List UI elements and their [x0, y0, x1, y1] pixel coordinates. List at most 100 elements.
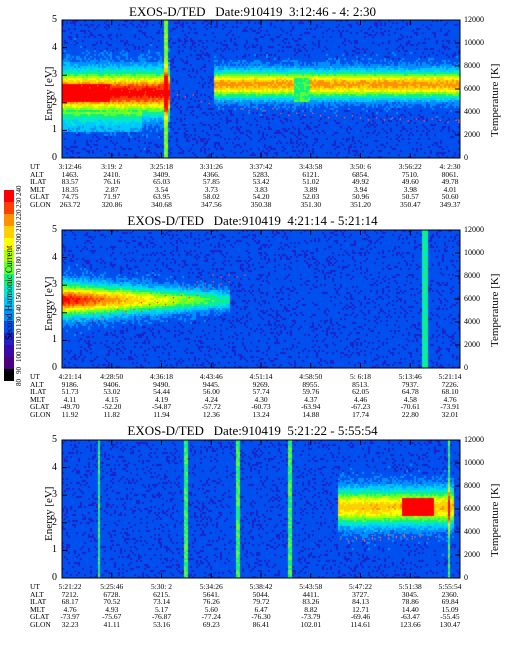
orbit-value: 2.87	[105, 184, 119, 194]
orbit-value: 74.75	[61, 192, 79, 202]
orbit-value: 4:36:18	[150, 372, 173, 381]
orbit-value: 79.72	[252, 597, 270, 607]
temperature-point	[97, 84, 99, 87]
temperature-point	[116, 315, 119, 317]
orbit-value: 123.66	[399, 620, 421, 629]
energy-tick-label: 3	[52, 279, 57, 291]
orbit-value: 2360.	[441, 589, 459, 599]
orbit-value: 102.01	[300, 620, 322, 629]
orbit-value: 64.78	[401, 387, 419, 397]
temperature-tick-label: 8000	[464, 61, 480, 70]
temperature-point	[152, 89, 155, 92]
energy-tick-label: 5	[52, 224, 57, 235]
orbit-value: 5:34:26	[199, 582, 223, 591]
orbit-value: 12.36	[202, 410, 220, 419]
orbit-value: 4.46	[353, 394, 368, 404]
temperature-point	[272, 107, 274, 110]
orbit-value: 50.96	[352, 192, 369, 202]
colorbar-segment	[4, 344, 14, 357]
orbit-value: 5:55:54	[438, 582, 462, 591]
orbit-row-label: ALT	[30, 589, 44, 599]
orbit-value: 9269.	[252, 379, 270, 389]
orbit-row-label: GLON	[30, 620, 51, 629]
temperature-point	[116, 308, 119, 311]
colorbar-segment	[4, 308, 14, 322]
orbit-value: 6728.	[103, 589, 121, 599]
orbit-row-label: MLT	[30, 394, 46, 404]
orbit-value: 351.30	[300, 200, 322, 209]
orbit-value: 68.10	[441, 387, 459, 397]
orbit-value: 86.41	[252, 620, 270, 629]
temperature-point	[192, 94, 195, 96]
orbit-value: 5283.	[252, 169, 270, 179]
orbit-value: 51.73	[61, 387, 79, 397]
temperature-point	[371, 538, 374, 540]
orbit-value: 15.09	[441, 604, 459, 614]
orbit-value: 5:30: 2	[150, 582, 173, 591]
energy-tick-label: 4	[52, 461, 57, 473]
temperature-point	[216, 101, 219, 103]
temperature-point	[419, 533, 422, 536]
orbit-value: 3.89	[304, 184, 318, 194]
temperature-tick-label: 4000	[464, 527, 480, 536]
orbit-row-label: MLT	[30, 184, 46, 194]
temperature-point	[160, 94, 163, 96]
orbit-row-label: ALT	[30, 169, 44, 179]
temperature-point	[359, 117, 362, 119]
colorbar-tick-label: 120	[15, 328, 23, 339]
orbit-value: 5:43:58	[299, 582, 323, 591]
orbit-value: 73.14	[153, 597, 170, 607]
colorbar-segment	[4, 296, 14, 310]
temperature-tick-label: 6000	[464, 504, 480, 513]
orbit-value: 4:58:50	[299, 372, 323, 381]
orbit-value: 114.61	[350, 620, 371, 629]
orbit-value: 3:37:42	[249, 162, 273, 171]
orbit-row-label: ILAT	[30, 387, 47, 397]
temperature-point	[228, 274, 230, 276]
temperature-point	[104, 86, 107, 89]
orbit-value: 320.86	[101, 200, 123, 209]
colorbar-tick-label: 240	[15, 185, 23, 197]
temperature-point	[224, 103, 226, 105]
orbit-value: 4.11	[63, 394, 77, 404]
energy-tick-label: 1	[52, 544, 57, 556]
panel-title: EXOS-D/TED Date:910419 4:21:14 - 5:21:14	[127, 213, 378, 228]
orbit-value: 14.88	[302, 410, 320, 419]
temperature-point	[69, 317, 71, 320]
temperature-point	[212, 274, 215, 276]
temperature-point	[419, 535, 422, 538]
temperature-point	[423, 120, 425, 122]
colorbar-segment	[4, 368, 14, 381]
orbit-row-label: UT	[30, 372, 40, 381]
colorbar-segment	[4, 190, 14, 203]
colorbar-tick-label: 150	[15, 292, 23, 303]
orbit-value: 58.02	[202, 192, 220, 202]
orbit-value: 7212.	[61, 589, 79, 599]
colorbar-tick-label: 230	[15, 197, 23, 208]
colorbar-tick-label: 160	[15, 280, 23, 292]
colorbar-segment	[4, 213, 14, 227]
temperature-point	[403, 534, 406, 537]
temperature-point	[343, 116, 346, 119]
orbit-value: 51.02	[302, 177, 320, 187]
temperature-point	[196, 294, 199, 297]
panel-title: EXOS-D/TED Date:910419 5:21:22 - 5:55:54	[127, 423, 378, 438]
orbit-value: 3:56:22	[398, 162, 422, 171]
orbit-value: 3.94	[353, 184, 368, 194]
orbit-value: 3:19: 2	[101, 162, 123, 171]
orbit-value: 350.47	[399, 200, 421, 209]
orbit-row-label: ILAT	[30, 177, 47, 187]
orbit-value: 32.23	[61, 620, 79, 629]
orbit-value: 11.94	[153, 410, 170, 419]
temperature-axis-label: Temperature [K]	[489, 483, 501, 557]
temperature-point	[447, 121, 449, 123]
plot-axes	[61, 439, 461, 579]
temperature-point	[439, 119, 441, 121]
orbit-value: 3:50: 6	[349, 162, 372, 171]
plot-frame	[61, 19, 461, 159]
temperature-point	[319, 114, 322, 117]
orbit-value: 3:12:46	[58, 162, 82, 171]
orbit-value: 71.97	[103, 192, 121, 202]
orbit-value: 63.95	[153, 192, 170, 202]
orbit-value: 130.47	[439, 620, 461, 629]
